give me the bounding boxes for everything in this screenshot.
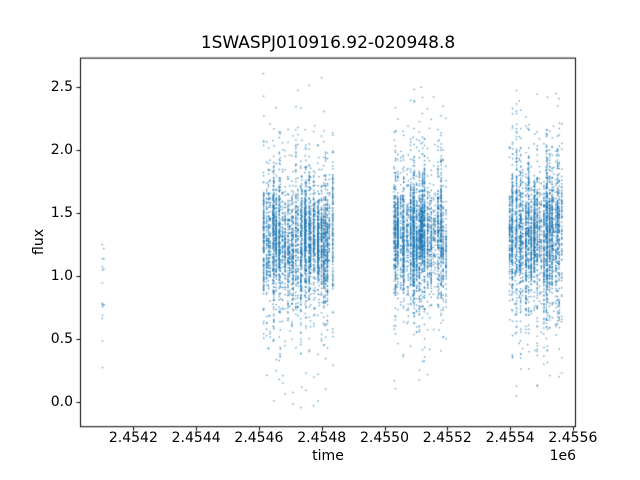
y-tick-label: 1.0	[50, 267, 73, 284]
y-tick-label: 0.5	[50, 330, 73, 347]
y-tick-label: 0.0	[50, 393, 73, 410]
x-axis-label: time	[312, 448, 344, 464]
y-tick-label: 2.5	[50, 78, 73, 95]
x-tick-label: 2.4554	[485, 430, 535, 446]
y-tick-label: 2.0	[50, 141, 73, 158]
y-axis-label: flux	[31, 229, 47, 255]
x-axis-offset-label: 1e6	[549, 448, 576, 464]
x-tick-label: 2.4550	[360, 430, 409, 446]
chart-title: 1SWASPJ010916.92-020948.8	[200, 33, 456, 53]
x-tick-label: 2.4552	[422, 430, 472, 446]
x-tick-label: 2.4548	[297, 430, 347, 446]
x-tick-label: 2.4542	[108, 430, 158, 446]
x-tick-label: 2.4544	[171, 430, 221, 446]
y-tick-label: 1.5	[50, 204, 73, 221]
x-tick-label: 2.4556	[548, 430, 598, 446]
x-tick-label: 2.4546	[234, 430, 284, 446]
